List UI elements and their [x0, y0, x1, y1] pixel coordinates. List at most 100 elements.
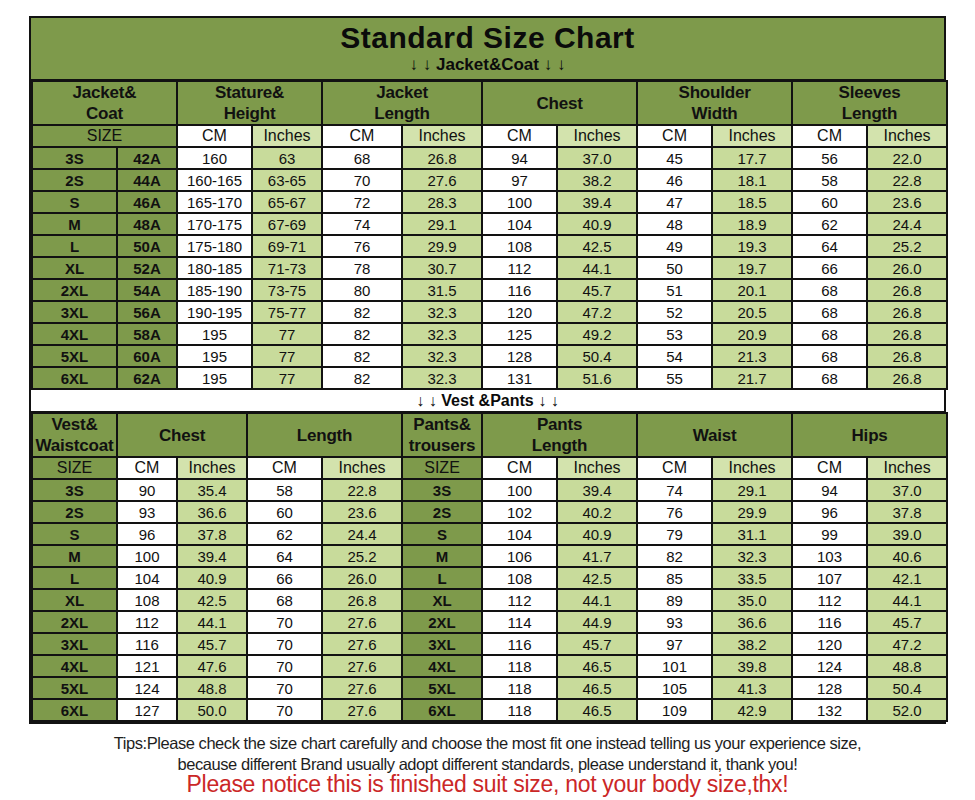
measurement-cell: 103	[792, 545, 867, 567]
table-row: M48A170-17567-697429.110440.94818.96224.…	[32, 213, 947, 235]
measurement-cell: 42.5	[557, 567, 637, 589]
measurement-cell: 50.4	[867, 677, 947, 699]
size-cell: 4XL	[32, 655, 117, 677]
table-row: L10440.96626.0L10842.58533.510742.1	[32, 567, 947, 589]
measurement-cell: 93	[637, 611, 712, 633]
measurement-cell: 27.6	[322, 699, 402, 721]
page-title: Standard Size Chart	[31, 21, 944, 55]
measurement-cell: 124	[117, 677, 177, 699]
measurement-cell: 66	[247, 567, 322, 589]
measurement-cell: 104	[482, 213, 557, 235]
measurement-cell: 52.0	[867, 699, 947, 721]
measurement-cell: 44.1	[557, 589, 637, 611]
measurement-cell: 54	[637, 345, 712, 367]
table-row: 2XL11244.17027.62XL11444.99336.611645.7	[32, 611, 947, 633]
measurement-cell: 20.9	[712, 323, 792, 345]
measurement-cell: 42.5	[177, 589, 247, 611]
size-cell: 2XL	[402, 611, 482, 633]
measurement-cell: 40.2	[557, 501, 637, 523]
measurement-cell: 26.8	[867, 367, 947, 389]
size-cell: 62A	[117, 367, 177, 389]
measurement-cell: 19.3	[712, 235, 792, 257]
measurement-cell: 68	[792, 301, 867, 323]
finished-size-notice: Please notice this is finished suit size…	[0, 771, 975, 798]
size-cell: 3S	[32, 479, 117, 501]
measurement-cell: 40.9	[557, 213, 637, 235]
column-group-header: Stature& Height	[177, 81, 322, 125]
table-row: L50A175-18069-717629.910842.54919.36425.…	[32, 235, 947, 257]
measurement-cell: 32.3	[402, 323, 482, 345]
measurement-cell: 26.8	[322, 589, 402, 611]
inches-column-header: Inches	[712, 125, 792, 147]
size-cell: 4XL	[402, 655, 482, 677]
measurement-cell: 112	[792, 589, 867, 611]
measurement-cell: 27.6	[322, 655, 402, 677]
measurement-cell: 51.6	[557, 367, 637, 389]
measurement-cell: 29.9	[712, 501, 792, 523]
measurement-cell: 70	[247, 611, 322, 633]
column-group-header: Length	[247, 413, 402, 457]
cm-column-header: CM	[637, 125, 712, 147]
size-column-header: SIZE	[32, 125, 177, 147]
measurement-cell: 37.0	[557, 147, 637, 169]
measurement-cell: 45.7	[177, 633, 247, 655]
measurement-cell: 29.9	[402, 235, 482, 257]
size-cell: L	[402, 567, 482, 589]
measurement-cell: 80	[322, 279, 402, 301]
measurement-cell: 37.8	[177, 523, 247, 545]
measurement-cell: 104	[117, 567, 177, 589]
measurement-cell: 47	[637, 191, 712, 213]
inches-column-header: Inches	[712, 457, 792, 479]
size-cell: 5XL	[32, 345, 117, 367]
cm-column-header: CM	[482, 125, 557, 147]
measurement-cell: 107	[792, 567, 867, 589]
measurement-cell: 39.4	[557, 191, 637, 213]
measurement-cell: 85	[637, 567, 712, 589]
measurement-cell: 116	[792, 611, 867, 633]
measurement-cell: 49	[637, 235, 712, 257]
size-cell: 56A	[117, 301, 177, 323]
size-cell: M	[32, 213, 117, 235]
size-cell: 5XL	[402, 677, 482, 699]
table-row: 6XL12750.07027.66XL11846.510942.913252.0	[32, 699, 947, 721]
size-cell: 6XL	[402, 699, 482, 721]
measurement-cell: 195	[177, 345, 252, 367]
size-cell: 3XL	[32, 301, 117, 323]
measurement-cell: 68	[247, 589, 322, 611]
measurement-cell: 35.4	[177, 479, 247, 501]
measurement-cell: 68	[792, 345, 867, 367]
table-row: 5XL12448.87027.65XL11846.510541.312850.4	[32, 677, 947, 699]
measurement-cell: 33.5	[712, 567, 792, 589]
measurement-cell: 36.6	[177, 501, 247, 523]
measurement-cell: 58	[792, 169, 867, 191]
measurement-cell: 32.3	[402, 345, 482, 367]
column-group-header: Vest& Waistcoat	[32, 413, 117, 457]
size-cell: XL	[32, 257, 117, 279]
measurement-cell: 27.6	[322, 611, 402, 633]
column-group-header: Pants Length	[482, 413, 637, 457]
measurement-cell: 63-65	[252, 169, 322, 191]
size-cell: XL	[402, 589, 482, 611]
inches-column-header: Inches	[177, 457, 247, 479]
table-row: 2S9336.66023.62S10240.27629.99637.8	[32, 501, 947, 523]
measurement-cell: 89	[637, 589, 712, 611]
cm-column-header: CM	[247, 457, 322, 479]
measurement-cell: 65-67	[252, 191, 322, 213]
measurement-cell: 116	[117, 633, 177, 655]
measurement-cell: 106	[482, 545, 557, 567]
size-cell: 48A	[117, 213, 177, 235]
cm-column-header: CM	[792, 457, 867, 479]
size-cell: 2XL	[32, 611, 117, 633]
vest-pants-table: Vest& WaistcoatChestLengthPants& trouser…	[31, 412, 948, 722]
measurement-cell: 25.2	[322, 545, 402, 567]
measurement-cell: 96	[117, 523, 177, 545]
measurement-cell: 40.9	[557, 523, 637, 545]
measurement-cell: 42.9	[712, 699, 792, 721]
size-column-header: SIZE	[32, 457, 117, 479]
measurement-cell: 70	[247, 655, 322, 677]
measurement-cell: 40.6	[867, 545, 947, 567]
measurement-cell: 17.7	[712, 147, 792, 169]
measurement-cell: 128	[792, 677, 867, 699]
cm-column-header: CM	[177, 125, 252, 147]
measurement-cell: 39.8	[712, 655, 792, 677]
